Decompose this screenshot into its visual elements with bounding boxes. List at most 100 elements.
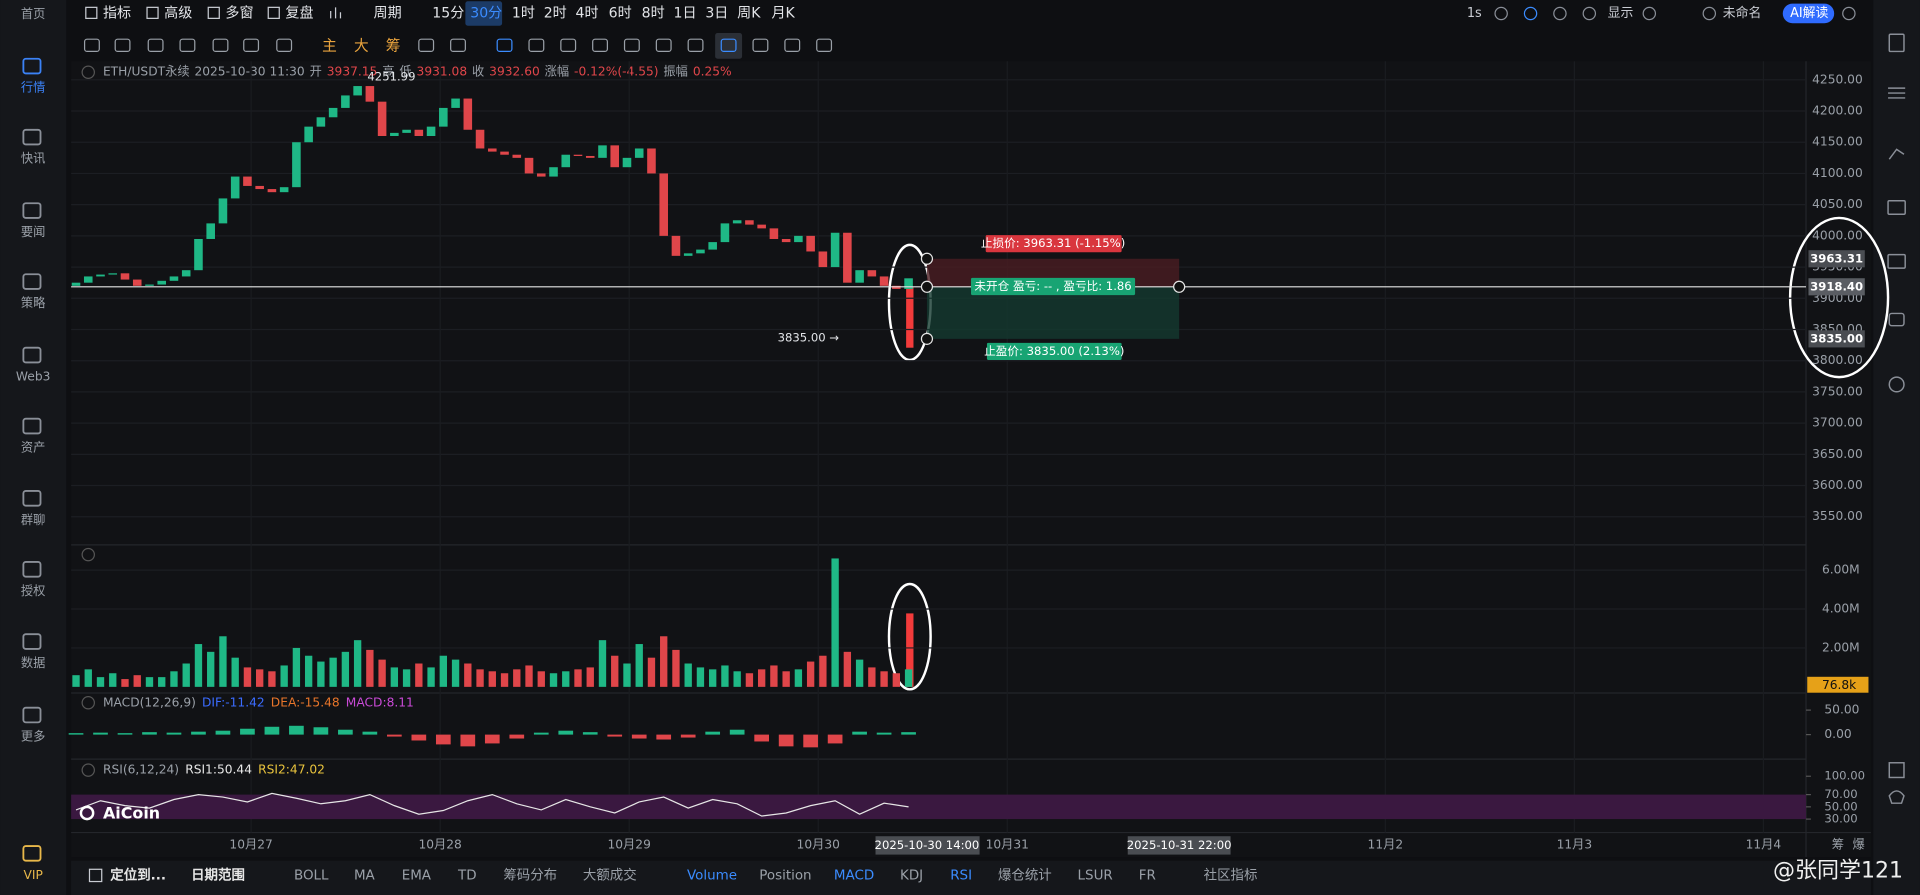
draw-tool[interactable]: [114, 38, 131, 53]
toolbar-button[interactable]: 高级: [164, 4, 192, 21]
bottom-tab[interactable]: 大额成交: [583, 866, 637, 883]
toolbar-button[interactable]: 指标: [103, 5, 131, 21]
draw-tool[interactable]: [752, 38, 769, 53]
draw-tool[interactable]: [655, 38, 672, 53]
toolbar-button[interactable]: AI解读: [1790, 6, 1828, 21]
bottom-tab[interactable]: 定位到...: [110, 866, 166, 883]
draw-tool[interactable]: [528, 38, 545, 53]
draw-tool[interactable]: [83, 38, 100, 53]
period-button[interactable]: 2时: [544, 5, 567, 21]
volume-bar: [696, 667, 705, 687]
period-button[interactable]: 月K: [771, 5, 795, 21]
price-tag-bg: [1808, 278, 1865, 296]
volume-bar: [623, 663, 631, 687]
handle[interactable]: [920, 252, 934, 265]
period-button[interactable]: 1时: [512, 5, 535, 21]
bottom-tab[interactable]: BOLL: [294, 868, 329, 883]
volume-bar: [537, 671, 545, 687]
bottom-tab[interactable]: MACD: [834, 868, 874, 883]
sidebar-item[interactable]: VIP: [23, 868, 42, 882]
stop-loss-label: 止损价: 3963.31 (-1.15%): [981, 236, 1125, 250]
draw-group[interactable]: 主: [322, 38, 337, 55]
draw-tool[interactable]: [623, 38, 640, 53]
period-button[interactable]: 周K: [737, 5, 761, 21]
bottom-tab[interactable]: 社区指标: [1204, 867, 1258, 883]
draw-tool[interactable]: [276, 38, 293, 53]
tab-icon: [88, 868, 103, 883]
toolbar-button[interactable]: 未命名: [1723, 5, 1762, 21]
candle: [341, 95, 350, 108]
draw-group[interactable]: 大: [354, 38, 369, 55]
sidebar-item[interactable]: 要闻: [21, 225, 45, 239]
sidebar-item[interactable]: 资产: [21, 441, 45, 455]
volume-bar: [476, 669, 484, 687]
macd-bar: [778, 734, 794, 747]
toolbar-button[interactable]: 显示: [1608, 6, 1634, 21]
candle: [585, 155, 595, 158]
bottom-tab[interactable]: Position: [759, 868, 811, 883]
bottom-tab[interactable]: 爆仓统计: [998, 867, 1052, 883]
period-button[interactable]: 1日: [674, 5, 697, 21]
draw-tool[interactable]: [687, 38, 704, 53]
bottom-tab[interactable]: 筹码分布: [503, 866, 557, 883]
draw-tool[interactable]: [816, 38, 833, 53]
volume-bar: [549, 673, 558, 687]
bottom-tab[interactable]: EMA: [402, 868, 432, 883]
bottom-tab[interactable]: MA: [354, 868, 376, 883]
period-button[interactable]: 8时: [642, 5, 665, 21]
corner-button[interactable]: 爆: [1853, 837, 1865, 851]
draw-tool[interactable]: [147, 38, 164, 53]
draw-tool[interactable]: [450, 38, 466, 53]
draw-group[interactable]: 筹: [386, 38, 401, 55]
period-button[interactable]: 4时: [576, 5, 599, 21]
sidebar-item[interactable]: 行情: [21, 81, 45, 95]
toolbar-button[interactable]: 复盘: [285, 4, 313, 21]
volume-bar: [819, 655, 827, 687]
volume-bar: [439, 655, 447, 687]
toolbar-button[interactable]: 周期: [374, 5, 402, 21]
draw-tool[interactable]: [560, 38, 577, 53]
draw-tool[interactable]: [212, 38, 229, 53]
bottom-tab[interactable]: RSI: [950, 868, 972, 883]
corner-button[interactable]: 筹: [1832, 837, 1844, 851]
period-button[interactable]: 6时: [609, 5, 632, 21]
draw-tool[interactable]: [592, 38, 608, 53]
toolbar-icon: [1494, 6, 1508, 21]
sidebar-item[interactable]: 快讯: [21, 152, 45, 166]
sidebar-item[interactable]: Web3: [16, 370, 50, 384]
sidebar-item[interactable]: 更多: [21, 730, 45, 744]
info-text: 高: [382, 64, 394, 79]
bottom-tab[interactable]: 日期范围: [191, 866, 245, 883]
sidebar-item[interactable]: 首页: [21, 7, 45, 21]
low-label: 3835.00 →: [778, 330, 840, 344]
draw-tool[interactable]: [243, 38, 260, 53]
sidebar-item[interactable]: 群聊: [21, 513, 45, 527]
toolbar-button[interactable]: 多窗: [225, 4, 253, 21]
draw-tool[interactable]: [496, 38, 513, 53]
handle[interactable]: [1173, 280, 1186, 293]
period-button[interactable]: 30分: [470, 5, 502, 21]
bottom-tab[interactable]: Volume: [687, 868, 737, 883]
bottom-tab[interactable]: KDJ: [900, 868, 923, 883]
candle: [573, 154, 583, 156]
draw-tool[interactable]: [720, 38, 737, 53]
handle[interactable]: [920, 280, 934, 293]
y-tick-label: 6.00M: [1822, 563, 1860, 577]
sidebar-item[interactable]: 数据: [21, 655, 45, 670]
handle[interactable]: [920, 332, 934, 345]
sidebar-item[interactable]: 策略: [21, 295, 46, 310]
info-text: 低: [399, 65, 411, 79]
draw-tool[interactable]: [418, 38, 435, 53]
sidebar-item[interactable]: 授权: [21, 584, 45, 598]
bottom-tab[interactable]: TD: [457, 868, 477, 883]
draw-tool[interactable]: [179, 38, 196, 53]
period-button[interactable]: 3日: [705, 5, 728, 21]
x-tick-label: 10月30: [797, 837, 840, 851]
crosshair-label-bg: [875, 836, 980, 855]
candle: [243, 176, 252, 186]
period-button[interactable]: 15分: [432, 5, 464, 21]
bottom-tab[interactable]: FR: [1139, 868, 1156, 883]
draw-tool[interactable]: [784, 38, 801, 53]
toolbar-button[interactable]: 1s: [1467, 6, 1482, 21]
bottom-tab[interactable]: LSUR: [1078, 868, 1113, 883]
